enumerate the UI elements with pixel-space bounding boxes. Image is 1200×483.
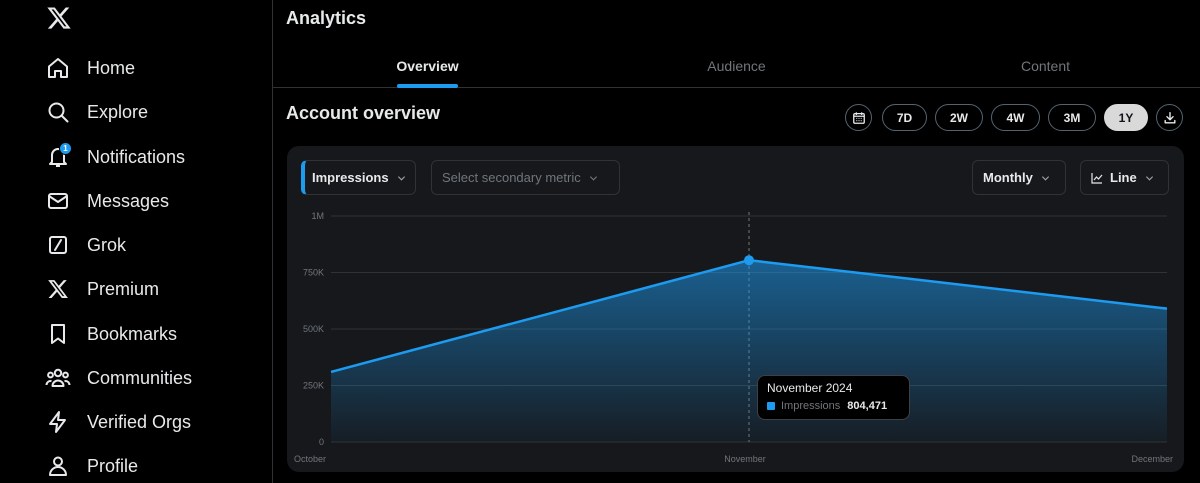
sidebar-item-label: Messages: [87, 190, 170, 211]
x-tick-label: November: [724, 454, 766, 464]
tab-overview[interactable]: Overview: [396, 58, 459, 74]
envelope-icon: [44, 187, 72, 215]
data-point[interactable]: [744, 255, 754, 266]
tooltip-row: Impressions 804,471: [767, 400, 900, 412]
sidebar-item-label: Home: [87, 57, 136, 78]
primary-metric-select[interactable]: Impressions: [301, 160, 416, 195]
line-chart-icon: [1091, 172, 1103, 184]
sidebar-item-premium[interactable]: Premium: [44, 269, 159, 309]
sidebar-item-grok[interactable]: Grok: [44, 225, 126, 265]
sidebar-item-label: Grok: [87, 234, 127, 255]
sidebar-divider: [272, 0, 273, 483]
tooltip-title: November 2024: [767, 381, 853, 395]
sidebar-item-label: Explore: [87, 101, 149, 122]
x-tick-label: December: [1131, 454, 1173, 464]
calendar-icon: [852, 111, 865, 124]
range-3m-button[interactable]: 3M: [1048, 104, 1096, 131]
people-icon: [44, 364, 72, 392]
sidebar-item-label: Premium: [87, 278, 160, 299]
sidebar-item-notifications[interactable]: 1 Notifications: [44, 137, 185, 177]
sidebar-item-messages[interactable]: Messages: [44, 181, 169, 221]
chevron-down-icon: [1145, 173, 1154, 182]
notification-badge: 1: [59, 142, 72, 155]
y-tick-label: 1M: [311, 211, 324, 221]
range-4w-button[interactable]: 4W: [991, 104, 1040, 131]
tooltip-series-name: Impressions: [781, 400, 841, 412]
sidebar-item-bookmarks[interactable]: Bookmarks: [44, 314, 177, 354]
y-tick-label: 750K: [303, 268, 324, 278]
search-icon: [44, 98, 72, 126]
chevron-down-icon: [589, 173, 598, 182]
impressions-chart[interactable]: 0 250K 500K 750K 1M October November December: [287, 146, 1184, 472]
bell-icon: 1: [44, 142, 72, 171]
range-2w-button[interactable]: 2W: [935, 104, 983, 131]
x-logo-icon[interactable]: [46, 4, 72, 32]
sidebar-item-verified-orgs[interactable]: Verified Orgs: [44, 402, 191, 442]
tab-content[interactable]: Content: [1020, 58, 1071, 74]
chevron-down-icon: [1041, 173, 1050, 182]
sidebar-item-explore[interactable]: Explore: [44, 92, 148, 132]
range-1y-button[interactable]: 1Y: [1104, 104, 1148, 131]
secondary-metric-placeholder: Select secondary metric: [442, 170, 581, 185]
y-tick-label: 0: [319, 437, 324, 447]
tooltip-value: 804,471: [847, 400, 888, 412]
y-tick-label: 500K: [303, 324, 324, 334]
chevron-down-icon: [397, 173, 406, 182]
granularity-label: Monthly: [983, 170, 1033, 185]
download-icon: [1163, 111, 1176, 124]
chart-card: Impressions Select secondary metric Mont…: [287, 146, 1184, 472]
secondary-metric-select[interactable]: Select secondary metric: [431, 160, 620, 195]
person-icon: [44, 452, 72, 480]
chart-style-label: Line: [1110, 170, 1137, 185]
sidebar-item-home[interactable]: Home: [44, 48, 135, 88]
impressions-area: [331, 260, 1167, 442]
sidebar-item-label: Notifications: [87, 146, 186, 167]
primary-metric-label: Impressions: [312, 170, 389, 185]
calendar-button[interactable]: [845, 104, 872, 131]
y-tick-label: 250K: [303, 381, 324, 391]
lightning-icon: [44, 408, 72, 436]
download-button[interactable]: [1156, 104, 1183, 131]
active-tab-indicator: [397, 84, 458, 88]
sidebar-item-label: Verified Orgs: [87, 411, 192, 432]
sidebar-item-label: Profile: [87, 455, 139, 476]
bookmark-icon: [44, 320, 72, 348]
range-7d-button[interactable]: 7D: [882, 104, 927, 131]
sidebar-item-profile[interactable]: Profile: [44, 446, 138, 483]
chart-style-select[interactable]: Line: [1080, 160, 1169, 195]
x-tick-label: October: [294, 454, 326, 464]
section-title: Account overview: [286, 103, 441, 123]
sidebar-item-communities[interactable]: Communities: [44, 358, 192, 398]
grok-icon: [44, 231, 72, 259]
series-swatch: [767, 402, 775, 410]
page-title: Analytics: [286, 8, 367, 28]
sidebar-item-label: Bookmarks: [87, 323, 178, 344]
main-content: Analytics Overview Audience Content Acco…: [273, 0, 1200, 483]
granularity-select[interactable]: Monthly: [972, 160, 1066, 195]
x-logo-icon: [44, 275, 72, 303]
sidebar: Home Explore 1 Notifications Messages: [0, 0, 272, 483]
tab-bar: Overview Audience Content: [273, 44, 1200, 88]
home-icon: [44, 54, 72, 82]
sidebar-item-label: Communities: [87, 367, 193, 388]
chart-tooltip: November 2024 Impressions 804,471: [757, 375, 910, 420]
tab-audience[interactable]: Audience: [707, 58, 766, 74]
